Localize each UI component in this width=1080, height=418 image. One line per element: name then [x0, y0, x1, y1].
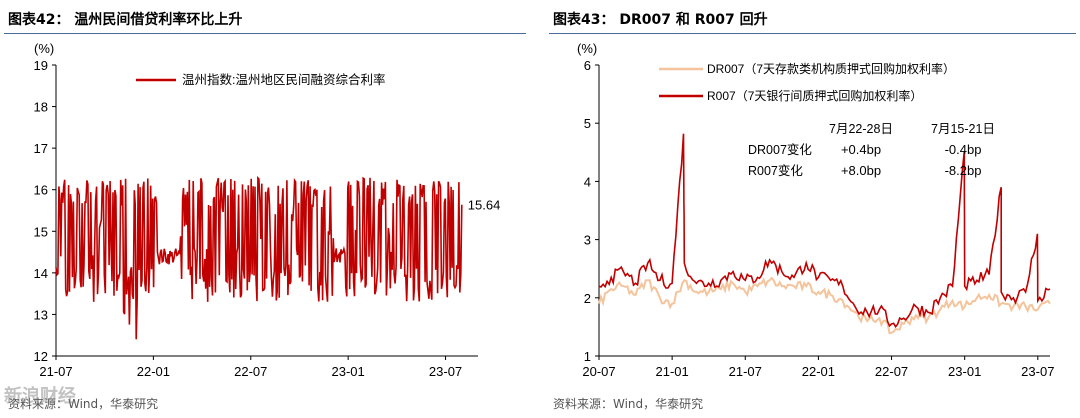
x-tick-label: 23-07 — [429, 364, 462, 379]
y-tick-label: 16 — [34, 183, 48, 198]
y-tick-label: 18 — [34, 100, 48, 115]
figure-43-source: 资料来源：Wind，华泰研究 — [553, 397, 704, 411]
y-tick-label: 13 — [34, 307, 48, 322]
table-cell: +0.4bp — [841, 142, 881, 157]
x-tick-label: 22-07 — [234, 364, 267, 379]
y-tick-label: 1 — [584, 349, 591, 364]
table-cell: -8.2bp — [945, 163, 982, 178]
x-tick-label: 23-01 — [948, 364, 981, 379]
legend-r007-label: R007（7天银行间质押式回购加权利率） — [707, 88, 922, 103]
y-tick-label: 12 — [34, 349, 48, 364]
table-row-label: R007变化 — [748, 163, 803, 178]
figure-42-source: 资料来源：Wind，华泰研究 — [8, 397, 159, 411]
table-header: 7月22-28日 — [829, 122, 893, 136]
figure-42: 图表42： 温州民间借贷利率环比上升 (%) 12 13 14 15 16 17 18 19 21… — [0, 0, 530, 418]
figure-43: 图表43： DR007 和 R007 回升 (%) 1 2 3 4 5 6 20-07 21-0… — [545, 0, 1080, 418]
series-line-wenzhou — [55, 175, 463, 340]
series-line-r007 — [598, 133, 1051, 329]
y-tick-label: 6 — [584, 58, 591, 73]
y-tick-label: 15 — [34, 224, 48, 239]
y-tick-label: 3 — [584, 233, 591, 248]
y-tick-label: 5 — [584, 116, 591, 131]
table-cell: +8.0bp — [841, 163, 881, 178]
x-tick-label: 23-01 — [332, 364, 365, 379]
x-tick-label: 22-01 — [137, 364, 170, 379]
y-axis-label: (%) — [34, 41, 54, 56]
wenzhou-rate-chart: (%) 12 13 14 15 16 17 18 19 21-07 22-01 22-07 23-01 2… — [34, 41, 501, 379]
legend-dr007-label: DR007（7天存款类机构质押式回购加权利率） — [707, 61, 955, 76]
annotation-last-value: 15.64 — [468, 198, 501, 213]
table-header: 7月15-21日 — [931, 122, 995, 136]
series-line-dr007 — [598, 276, 1051, 335]
figure-43-title: 图表43： DR007 和 R007 回升 — [553, 12, 768, 28]
table-cell: -0.4bp — [945, 142, 982, 157]
repo-rate-chart: (%) 1 2 3 4 5 6 20-07 21-01 21-07 22-01 22-07 23-01 2… — [577, 41, 1054, 379]
x-tick-label: 23-07 — [1021, 364, 1054, 379]
x-tick-label: 21-01 — [656, 364, 689, 379]
x-tick-label: 21-07 — [729, 364, 762, 379]
figure-43-title-rule — [549, 33, 1076, 34]
watermark: 新浪财经 — [4, 386, 76, 407]
x-tick-label: 20-07 — [582, 364, 615, 379]
x-tick-label: 22-01 — [802, 364, 835, 379]
y-tick-label: 2 — [584, 291, 591, 306]
y-tick-label: 17 — [34, 141, 48, 156]
table-row-label: DR007变化 — [748, 142, 812, 157]
y-tick-label: 4 — [584, 174, 591, 189]
y-tick-label: 19 — [34, 58, 48, 73]
x-tick-label: 21-07 — [39, 364, 72, 379]
y-tick-label: 14 — [34, 266, 48, 281]
figure-42-title-rule — [4, 33, 526, 34]
y-axis-label: (%) — [577, 41, 597, 56]
legend-label: 温州指数:温州地区民间融资综合利率 — [182, 72, 385, 87]
figure-42-title: 图表42： 温州民间借贷利率环比上升 — [8, 12, 243, 28]
x-tick-label: 22-07 — [875, 364, 908, 379]
